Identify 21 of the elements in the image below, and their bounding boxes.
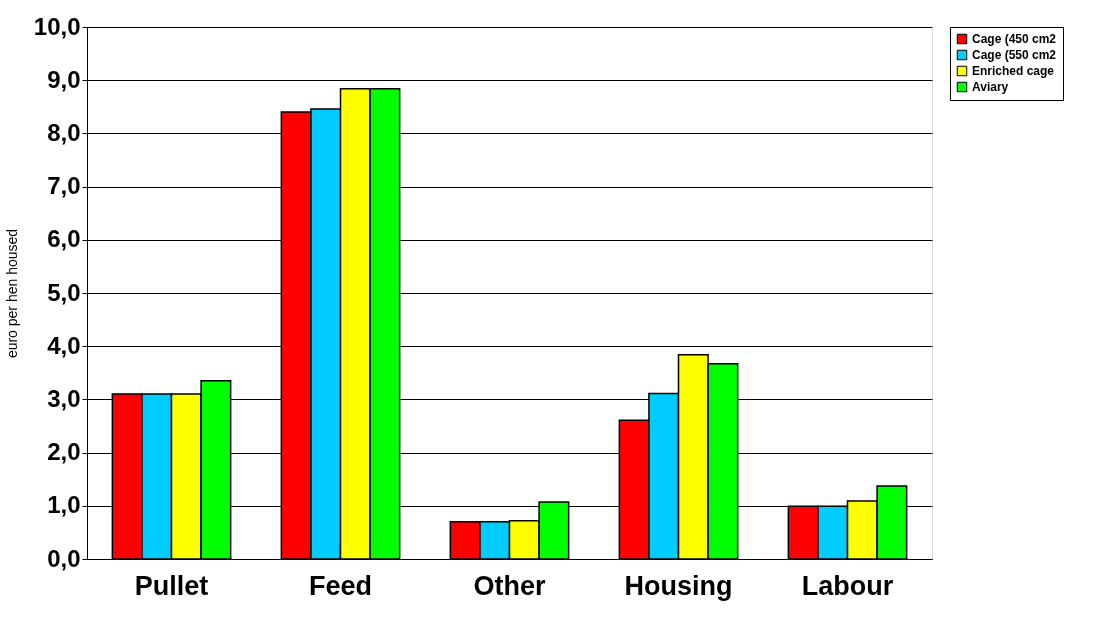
y-tick-label: 8,0 (47, 118, 81, 146)
x-tick-label: Feed (308, 570, 373, 601)
y-tick-label: 1,0 (47, 491, 81, 519)
x-tick-label: Labour (801, 570, 894, 601)
legend-label: Cage (450 cm2 (972, 32, 1057, 46)
y-tick-label: 3,0 (47, 384, 81, 412)
legend-label: Cage (550 cm2 (972, 48, 1057, 62)
y-tick-label: 7,0 (47, 172, 81, 200)
y-tick-label: 10,0 (33, 12, 81, 40)
legend-label: Aviary (972, 80, 1009, 94)
y-tick-label: 0,0 (47, 544, 81, 572)
y-tick-label: 5,0 (47, 278, 81, 306)
x-tick-label: Housing (624, 570, 733, 601)
y-axis-title: euro per hen housed (3, 228, 20, 359)
y-tick-label: 6,0 (47, 225, 81, 253)
x-tick-label: Other (473, 570, 546, 601)
y-tick-label: 9,0 (47, 65, 81, 93)
y-tick-label: 2,0 (47, 438, 81, 466)
x-tick-label: Pullet (134, 570, 209, 601)
y-tick-label: 4,0 (47, 331, 81, 359)
legend-label: Enriched cage (972, 64, 1055, 78)
